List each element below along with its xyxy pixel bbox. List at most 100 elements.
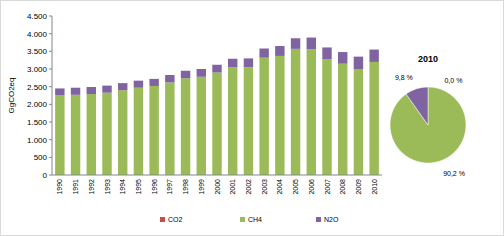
pie-label: 90,2 % xyxy=(443,170,465,177)
bar-segment xyxy=(322,47,331,59)
bar-segment xyxy=(338,52,347,64)
x-tick-label: 2003 xyxy=(261,179,268,195)
y-axis-label: GgCO2eq xyxy=(7,77,16,113)
x-tick-label: 2008 xyxy=(339,179,346,195)
x-tick-label: 1997 xyxy=(166,179,173,195)
x-axis xyxy=(52,175,382,176)
x-tick-label: 1994 xyxy=(119,179,126,195)
y-tick xyxy=(49,51,52,52)
frame xyxy=(1,1,504,236)
bar-segment xyxy=(212,65,221,73)
legend-label: CO2 xyxy=(168,216,183,223)
x-tick-label: 1993 xyxy=(104,179,111,195)
bar-segment xyxy=(71,88,80,95)
y-tick xyxy=(49,139,52,140)
bar-segment xyxy=(181,78,190,175)
bar-segment xyxy=(275,46,284,56)
bar-segment xyxy=(354,57,363,69)
legend-swatch xyxy=(160,217,165,222)
y-tick xyxy=(49,157,52,158)
legend-label: N2O xyxy=(324,216,339,223)
bar-segment xyxy=(291,38,300,49)
bar-segment xyxy=(165,82,174,175)
bar-segment xyxy=(55,95,64,175)
bar-segment xyxy=(134,88,143,175)
x-tick-label: 1995 xyxy=(135,179,142,195)
y-tick xyxy=(49,69,52,70)
bar-segment xyxy=(87,87,96,94)
y-tick-label: 4.000 xyxy=(27,30,48,39)
y-tick-label: 500 xyxy=(34,153,48,162)
bar-segment xyxy=(87,94,96,175)
x-tick-label: 1998 xyxy=(182,179,189,195)
y-tick-label: 3.000 xyxy=(27,65,48,74)
x-tick-label: 2001 xyxy=(229,179,236,195)
pie-slice xyxy=(406,87,428,125)
bar-segment xyxy=(149,79,158,86)
x-tick-label: 2005 xyxy=(292,179,299,195)
bar-segment xyxy=(55,88,64,95)
x-tick-label: 2010 xyxy=(371,179,378,195)
y-tick-label: 3.500 xyxy=(27,47,48,56)
pie-title: 2010 xyxy=(418,54,438,64)
y-tick xyxy=(49,33,52,34)
x-tick-label: 2009 xyxy=(355,179,362,195)
y-tick-label: 1.000 xyxy=(27,136,48,145)
bar-segment xyxy=(307,38,316,50)
x-tick-label: 1990 xyxy=(56,179,63,195)
bar-segment xyxy=(259,49,268,58)
bar-segment xyxy=(149,86,158,175)
bars xyxy=(55,38,379,175)
bar-segment xyxy=(134,81,143,88)
bar-segment xyxy=(354,69,363,175)
legend-swatch xyxy=(316,217,321,222)
bar-segment xyxy=(212,73,221,175)
bar-segment xyxy=(228,67,237,175)
y-tick-label: 2.000 xyxy=(27,100,48,109)
x-tick-label: 1999 xyxy=(198,179,205,195)
legend-swatch xyxy=(240,217,245,222)
bar-segment xyxy=(244,67,253,175)
pie-label: 9,8 % xyxy=(395,74,413,81)
y-tick xyxy=(49,104,52,105)
bar-segment xyxy=(322,59,331,175)
bar-segment xyxy=(71,95,80,175)
bar-segment xyxy=(181,71,190,78)
x-tick-label: 2004 xyxy=(276,179,283,195)
bar-segment xyxy=(228,59,237,67)
bar-segment xyxy=(307,49,316,175)
y-tick-label: 0 xyxy=(43,171,48,180)
bar-segment xyxy=(338,64,347,175)
legend-label: CH4 xyxy=(248,216,262,223)
pie-slice xyxy=(390,87,466,163)
y-tick xyxy=(49,16,52,17)
y-tick xyxy=(49,122,52,123)
x-tick-label: 1996 xyxy=(151,179,158,195)
pie-label: 0,0 % xyxy=(444,77,462,84)
x-tick-label: 2007 xyxy=(324,179,331,195)
bar-segment xyxy=(102,93,111,175)
bar-segment xyxy=(197,77,206,175)
x-tick-label: 2002 xyxy=(245,179,252,195)
x-tick-label: 1992 xyxy=(88,179,95,195)
y-tick-label: 4.500 xyxy=(27,12,48,21)
bar-segment xyxy=(197,69,206,77)
y-tick xyxy=(49,86,52,87)
y-tick xyxy=(49,175,52,176)
bar-segment xyxy=(102,86,111,93)
bar-segment xyxy=(369,62,378,175)
bar-segment xyxy=(118,90,127,175)
bar-segment xyxy=(259,58,268,175)
bar-segment xyxy=(165,75,174,82)
x-tick-label: 1991 xyxy=(72,179,79,195)
y-tick-label: 1.500 xyxy=(27,118,48,127)
bar-segment xyxy=(291,49,300,175)
x-tick-label: 2006 xyxy=(308,179,315,195)
y-tick-label: 2.500 xyxy=(27,83,48,92)
bar-segment xyxy=(369,50,378,62)
bar-segment xyxy=(275,56,284,175)
y-axis xyxy=(52,16,53,175)
bar-segment xyxy=(244,58,253,67)
x-tick-label: 2000 xyxy=(214,179,221,195)
chart: 0 500 1.000 1.500 2.000 2.500 3.000 3.500 4.000 4… xyxy=(0,0,504,236)
